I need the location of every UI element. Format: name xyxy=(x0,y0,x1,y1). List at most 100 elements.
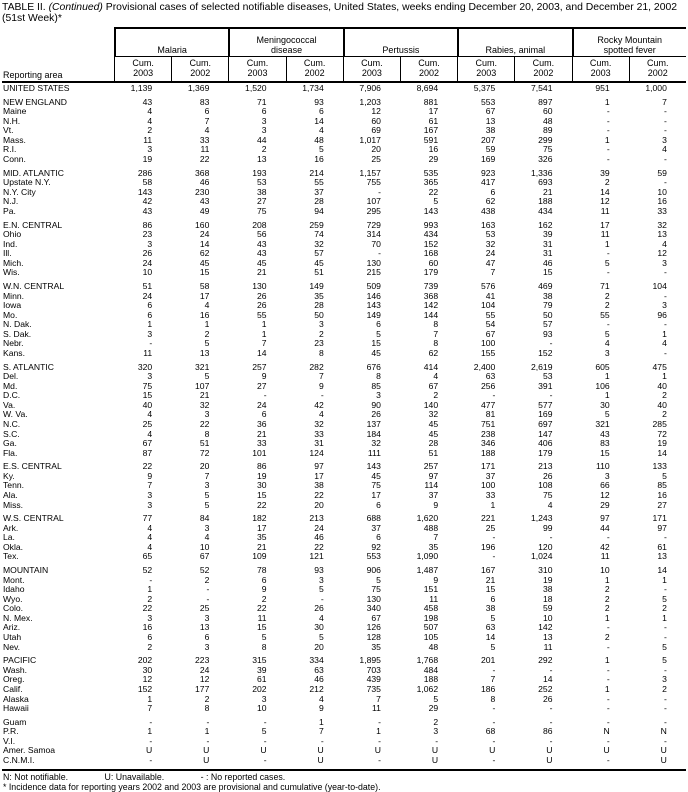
value-cell: 46 xyxy=(314,674,324,685)
reporting-area-label: Wash. xyxy=(3,665,28,675)
reporting-area-label: R.I. xyxy=(3,145,17,155)
value-cell: 2 xyxy=(433,390,439,401)
value-cell: 202 xyxy=(252,683,267,694)
value-cell: - xyxy=(664,115,667,126)
value-cell: 20 xyxy=(314,641,324,652)
value-cell: U xyxy=(260,745,267,756)
value-cell: 5 xyxy=(318,632,324,643)
table-row: Mont. - 2 6 3 5 9 21 19 1 1 xyxy=(2,574,686,586)
value-cell: 74 xyxy=(314,229,324,240)
value-cell: 32 xyxy=(314,418,324,429)
value-cell: 215 xyxy=(366,267,381,278)
value-cell: U xyxy=(660,754,667,765)
value-cell: 2,400 xyxy=(473,361,496,372)
value-cell: 5 xyxy=(662,470,667,481)
reporting-area-label: Md. xyxy=(3,381,18,391)
value-cell: 109 xyxy=(252,551,267,562)
value-cell: - xyxy=(149,735,153,746)
value-cell: - xyxy=(664,319,667,330)
table-row: Ariz. 16 13 15 30 126 507 63 142 - - xyxy=(2,623,686,633)
value-cell: 43 xyxy=(600,428,610,439)
table-row: Vt. 2 4 3 4 69 167 38 89 - - xyxy=(2,126,686,136)
value-cell: 881 xyxy=(423,96,439,107)
value-cell: 23 xyxy=(314,338,324,349)
table-row: Wash. 30 24 39 63 703 484 - - - - xyxy=(2,664,686,676)
value-cell: 24 xyxy=(199,664,210,675)
value-cell: 1 xyxy=(204,726,210,737)
value-cell: 755 xyxy=(366,177,381,188)
value-cell: 1 xyxy=(604,612,610,623)
value-cell: - xyxy=(263,754,267,765)
value-cell: 57 xyxy=(314,248,324,259)
value-cell: 4 xyxy=(318,693,324,704)
value-cell: 4 xyxy=(147,428,153,439)
value-cell: 35 xyxy=(257,532,267,543)
value-cell: - xyxy=(606,693,610,704)
value-cell: 43 xyxy=(257,248,267,259)
value-cell: 104 xyxy=(480,300,496,311)
value-cell: 142 xyxy=(423,300,439,311)
value-cell: 5 xyxy=(376,328,381,339)
reporting-area-label: E.S. CENTRAL xyxy=(3,462,62,472)
value-cell: - xyxy=(263,735,267,746)
value-cell: 86 xyxy=(257,461,267,472)
reporting-area-label: Vt. xyxy=(3,126,14,136)
value-cell: - xyxy=(378,716,381,727)
value-cell: 17 xyxy=(600,219,610,230)
value-cell: 61 xyxy=(657,541,667,552)
table-row: Hawaii 7 8 10 9 11 29 - - - - xyxy=(2,703,686,714)
value-cell: 1 xyxy=(376,726,381,737)
value-cell: - xyxy=(378,735,381,746)
value-cell: 28 xyxy=(314,300,324,311)
value-cell: - xyxy=(664,622,667,633)
table-row: Del. 3 5 9 7 8 4 63 53 1 1 xyxy=(2,372,686,382)
value-cell: 5 xyxy=(433,196,439,207)
value-cell: 676 xyxy=(366,361,381,372)
value-cell: 99 xyxy=(542,522,553,533)
value-cell: 3 xyxy=(662,300,667,311)
value-cell: 63 xyxy=(314,664,324,675)
value-cell: - xyxy=(206,716,210,727)
value-cell: 7 xyxy=(318,371,324,382)
value-cell: 16 xyxy=(657,490,667,500)
value-cell: 78 xyxy=(257,565,267,576)
value-cell: 6 xyxy=(490,593,496,604)
value-cell: 1 xyxy=(604,574,610,585)
value-cell: 2 xyxy=(147,125,153,136)
value-cell: 6 xyxy=(376,499,381,510)
table-row: Wyo. 2 - 2 - 130 11 6 18 2 5 xyxy=(2,593,686,605)
value-cell: 75 xyxy=(371,584,381,595)
value-cell: 11 xyxy=(600,551,610,562)
value-cell: - xyxy=(320,735,324,746)
value-cell: 16 xyxy=(657,196,667,207)
reporting-area-header: Reporting area xyxy=(3,70,63,80)
value-cell: - xyxy=(320,390,324,401)
reporting-area-label: Nev. xyxy=(3,642,21,652)
value-cell: 11 xyxy=(600,205,610,216)
value-cell: 3 xyxy=(261,125,267,136)
table-footnotes: N: Not notifiable. U: Unavailable. - : N… xyxy=(2,768,686,792)
table-row: W.S. CENTRAL 77 84 182 213 688 1,620 221 1,243 97… xyxy=(2,514,686,524)
value-cell: 334 xyxy=(309,655,324,666)
value-cell: 3 xyxy=(318,319,324,330)
column-subheader: Cum. 2002 xyxy=(514,57,571,81)
value-cell: 488 xyxy=(423,522,439,533)
reporting-area-label: Guam xyxy=(3,717,27,727)
value-cell: 13 xyxy=(542,632,553,643)
value-cell: - xyxy=(664,125,667,136)
value-cell: 7 xyxy=(318,726,324,737)
value-cell: 9 xyxy=(261,584,267,595)
value-cell: U xyxy=(546,754,553,765)
value-cell: 1,024 xyxy=(530,551,553,562)
column-group-header: Rocky Mountain spotted fever xyxy=(571,27,686,58)
value-cell: 1,090 xyxy=(416,551,439,562)
value-cell: 10 xyxy=(657,186,667,197)
table-row: Md. 75 107 27 9 85 67 256 391 106 40 xyxy=(2,381,686,392)
value-cell: 3 xyxy=(204,641,210,652)
value-cell: 1,243 xyxy=(530,513,553,524)
table-row: S. Dak. 3 2 1 2 5 7 67 93 5 1 xyxy=(2,328,686,340)
value-cell: 7 xyxy=(261,338,267,349)
value-cell: 3 xyxy=(204,409,210,420)
value-cell: 96 xyxy=(657,309,667,320)
value-cell: 33 xyxy=(485,490,496,500)
